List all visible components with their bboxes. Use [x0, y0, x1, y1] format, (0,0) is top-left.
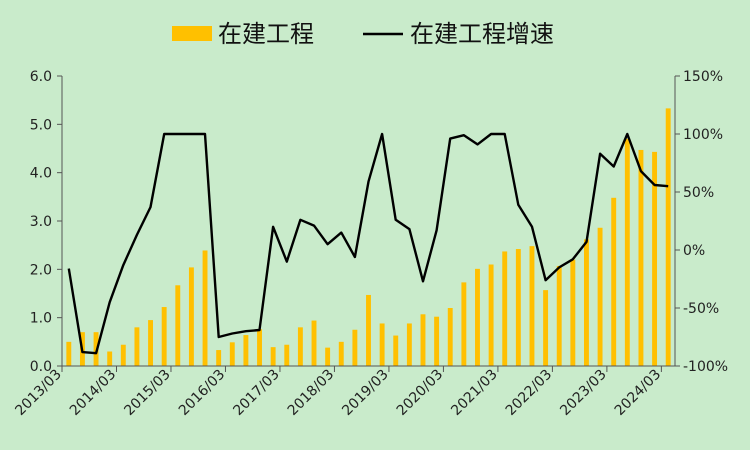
bar — [148, 320, 153, 366]
left-tick-label: 1.0 — [30, 311, 52, 327]
left-tick-label: 5.0 — [30, 117, 52, 133]
legend-line-label: 在建工程增速 — [410, 20, 554, 48]
bar — [652, 151, 658, 366]
bar — [134, 327, 140, 366]
bar — [66, 341, 72, 366]
legend: 在建工程 在建工程增速 — [172, 20, 554, 48]
x-tick-label: 2014/03 — [67, 367, 119, 419]
legend-bar-label: 在建工程 — [218, 20, 314, 48]
bar — [393, 335, 399, 366]
left-axis-ticks: 0.0 1.0 2.0 3.0 4.0 5.0 6.0 — [30, 69, 62, 375]
bar — [556, 265, 562, 366]
right-tick-label: 100% — [683, 127, 723, 143]
bar — [352, 329, 358, 366]
bar — [611, 197, 617, 366]
x-tick-label: 2024/03 — [612, 367, 664, 419]
growth-line — [67, 132, 669, 355]
left-tick-label: 0.0 — [30, 359, 52, 375]
bar — [406, 323, 412, 366]
x-tick-label: 2018/03 — [285, 367, 337, 419]
right-tick-label: -100% — [683, 359, 728, 375]
x-tick-label: 2016/03 — [176, 367, 228, 419]
bar — [325, 347, 331, 366]
bar — [107, 351, 113, 366]
bar — [120, 344, 126, 366]
bar — [338, 341, 344, 366]
bar — [366, 294, 371, 366]
bar — [624, 138, 630, 366]
bar — [461, 282, 467, 366]
bar — [420, 314, 426, 366]
bar — [379, 323, 385, 366]
x-tick-label: 2020/03 — [394, 367, 446, 419]
bar — [229, 342, 235, 366]
bar — [161, 307, 167, 366]
bar — [447, 308, 453, 366]
bar — [570, 259, 576, 366]
x-tick-label: 2021/03 — [448, 367, 500, 419]
x-tick-label: 2019/03 — [339, 367, 391, 419]
right-tick-label: 150% — [683, 69, 723, 85]
bar — [584, 239, 589, 366]
bar — [243, 335, 249, 366]
right-tick-label: 0% — [683, 243, 705, 259]
line-series — [67, 132, 669, 355]
left-tick-label: 4.0 — [30, 166, 52, 182]
x-axis-ticks: 2013/03 2014/03 2015/03 2016/03 2017/03 2018/… — [12, 366, 664, 419]
left-tick-label: 2.0 — [30, 262, 52, 278]
bar — [270, 347, 276, 366]
bar — [529, 246, 535, 366]
bar — [502, 251, 508, 366]
bar — [175, 285, 181, 366]
bar — [488, 264, 494, 366]
left-tick-label: 6.0 — [30, 69, 52, 85]
x-tick-label: 2015/03 — [121, 367, 173, 419]
bar-series — [66, 108, 671, 366]
right-tick-label: 50% — [683, 185, 714, 201]
bar — [202, 250, 208, 366]
bar — [188, 267, 194, 366]
bar — [216, 350, 222, 366]
bar — [311, 320, 317, 366]
right-axis-ticks: -100% -50% 0% 50% 100% 150% — [675, 69, 728, 375]
bar — [297, 327, 303, 366]
x-tick-label: 2017/03 — [230, 367, 282, 419]
left-tick-label: 3.0 — [30, 214, 52, 230]
bar — [257, 329, 262, 366]
bar — [475, 268, 480, 366]
x-tick-label: 2023/03 — [557, 367, 609, 419]
legend-bar-swatch — [172, 26, 212, 41]
x-tick-label: 2022/03 — [503, 367, 555, 419]
bar — [515, 249, 521, 366]
bar — [434, 316, 440, 366]
bar — [543, 290, 549, 366]
bar — [597, 227, 603, 366]
bar — [284, 344, 290, 366]
bar — [638, 149, 644, 366]
right-tick-label: -50% — [683, 301, 719, 317]
bar — [665, 108, 671, 366]
